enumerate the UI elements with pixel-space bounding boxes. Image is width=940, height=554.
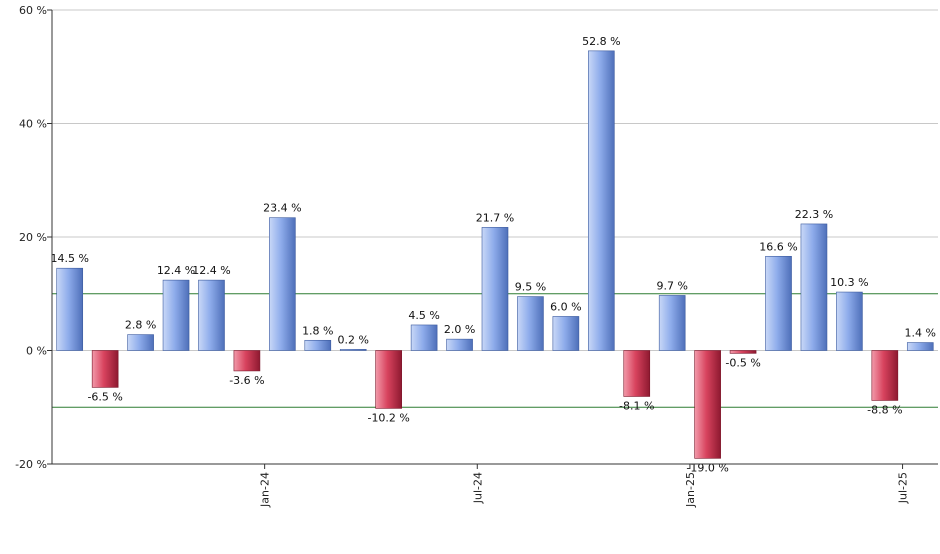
data-label: -6.5 % <box>87 390 122 403</box>
x-tick-label: Jul-24 <box>471 472 484 504</box>
data-label: 6.0 % <box>550 300 581 313</box>
bar <box>127 334 154 351</box>
data-label: 2.0 % <box>444 323 475 336</box>
bar <box>871 350 899 401</box>
data-label: 1.4 % <box>905 327 936 340</box>
y-tick-label: 0 % <box>26 345 47 358</box>
data-label: -10.2 % <box>367 411 409 424</box>
data-label: -19.0 % <box>686 461 728 474</box>
bar <box>729 350 757 354</box>
bars <box>56 50 934 459</box>
data-label: 2.8 % <box>125 319 156 332</box>
data-label: 23.4 % <box>263 202 301 215</box>
y-tick-label: -20 % <box>15 458 47 471</box>
data-label: 9.5 % <box>515 281 546 294</box>
data-label: 4.5 % <box>408 309 439 322</box>
data-label: 12.4 % <box>192 264 230 277</box>
bar <box>198 279 225 351</box>
bar <box>375 350 402 409</box>
data-label: -3.6 % <box>229 374 264 387</box>
data-label: 0.2 % <box>338 333 369 346</box>
data-label: -0.5 % <box>725 356 760 369</box>
bar <box>836 291 863 351</box>
bar <box>906 342 934 351</box>
bar <box>410 324 438 351</box>
bar <box>233 350 261 372</box>
bar <box>694 350 721 459</box>
data-label: 21.7 % <box>476 211 514 224</box>
x-tick-label: Jan-24 <box>259 472 272 508</box>
bar <box>162 279 190 351</box>
x-tick-label: Jan-25 <box>684 472 697 508</box>
bar <box>588 50 615 351</box>
data-label: 22.3 % <box>795 208 833 221</box>
bar <box>517 296 544 351</box>
data-label: 52.8 % <box>582 35 620 48</box>
x-tick-label: Jul-25 <box>897 472 910 504</box>
data-label: 16.6 % <box>759 240 797 253</box>
bar <box>800 223 828 351</box>
y-tick-label: 40 % <box>19 118 47 131</box>
data-label: 9.7 % <box>656 279 687 292</box>
bar <box>552 316 580 351</box>
y-tick-label: 60 % <box>19 4 47 17</box>
bar <box>446 338 473 351</box>
data-label: 1.8 % <box>302 324 333 337</box>
bar <box>56 267 84 351</box>
bar <box>304 339 332 351</box>
bar <box>623 350 651 397</box>
bar <box>339 349 367 351</box>
y-tick-label: 20 % <box>19 231 47 244</box>
data-labels: 14.5 % -6.5 % 2.8 % 12.4 %12.4 % -3.6 % 23.4 … <box>50 35 936 474</box>
bar <box>269 217 296 351</box>
data-label: 10.3 % <box>830 276 868 289</box>
data-label: 12.4 % <box>157 264 195 277</box>
data-label: -8.1 % <box>619 399 654 412</box>
axes: -20 % 0 % 20 % 40 % 60 % Jan-24 Jul-24 Jan-25 Ju… <box>15 4 938 508</box>
bar <box>765 255 792 351</box>
bar <box>481 227 509 351</box>
bar <box>91 350 119 388</box>
bar <box>658 295 686 351</box>
data-label: -8.8 % <box>867 403 902 416</box>
data-label: 14.5 % <box>50 252 88 265</box>
